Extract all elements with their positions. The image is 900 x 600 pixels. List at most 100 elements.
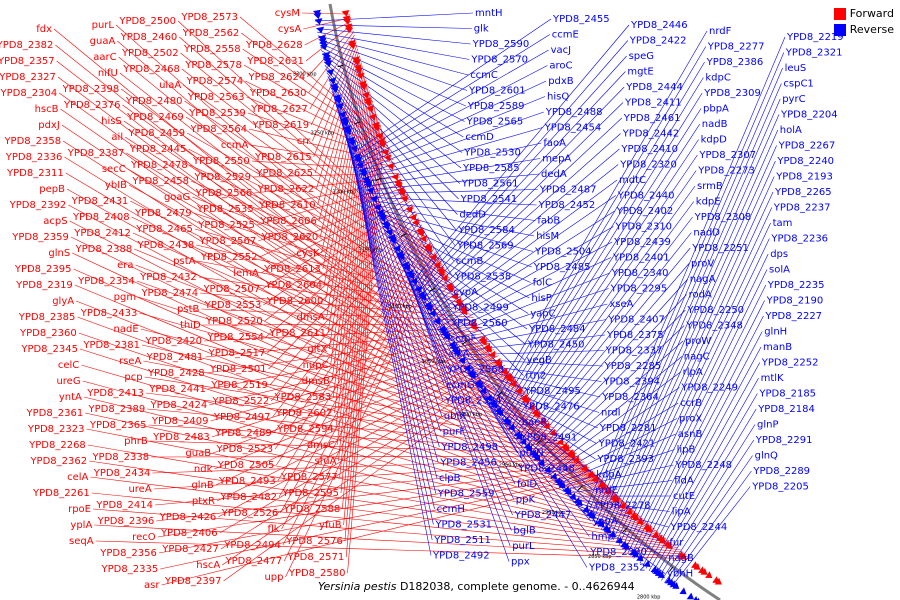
- forward-gene-label: YPD8_2535: [196, 204, 254, 215]
- reverse-gene-label: mgtE: [627, 67, 653, 78]
- reverse-connector: [661, 439, 755, 581]
- reverse-gene-label: folC: [533, 278, 552, 289]
- reverse-connector: [448, 303, 608, 346]
- reverse-gene-label: YPD8_2267: [778, 141, 836, 152]
- reverse-gene-label: solA: [769, 265, 790, 276]
- forward-gene-label: YPD8_2427: [161, 544, 219, 555]
- forward-connector: [79, 348, 658, 532]
- reverse-connector: [377, 215, 531, 283]
- forward-gene-label: YPD8_2619: [251, 120, 309, 131]
- reverse-gene-label: kdpD: [701, 135, 727, 146]
- scale-tick-label: 3200 kbp: [333, 189, 357, 195]
- forward-feature-arrow: [437, 269, 445, 277]
- forward-gene-label: pepB: [39, 184, 65, 195]
- forward-gene-label: YPD8_2482: [219, 492, 277, 503]
- forward-connector: [330, 90, 370, 366]
- forward-gene-label: YPD8_2432: [139, 272, 197, 283]
- reverse-connector: [315, 24, 472, 29]
- forward-gene-label: YPD8_2358: [3, 136, 61, 147]
- reverse-connector: [339, 116, 443, 417]
- reverse-gene-label: proV: [691, 259, 714, 270]
- reverse-connector: [357, 80, 547, 169]
- reverse-connector: [496, 77, 704, 415]
- reverse-gene-label: YPD8_2393: [596, 454, 654, 465]
- forward-gene-label: YPD8_2323: [27, 424, 85, 435]
- scale-tick: [622, 527, 627, 534]
- reverse-connector: [481, 394, 590, 537]
- forward-gene-label: recO: [132, 532, 156, 543]
- reverse-gene-label: pyrC: [782, 94, 805, 105]
- reverse-connector: [627, 269, 768, 554]
- forward-feature-arrow: [693, 563, 701, 570]
- reverse-gene-label: YPD8_2193: [775, 172, 833, 183]
- reverse-feature-arrow: [622, 542, 630, 550]
- forward-connector: [332, 97, 372, 398]
- forward-gene-label: flk: [268, 524, 280, 535]
- scale-tick: [337, 64, 344, 68]
- reverse-connector: [586, 52, 785, 516]
- reverse-connector: [323, 61, 461, 184]
- reverse-feature-arrow: [336, 102, 344, 110]
- reverse-feature-arrow: [316, 26, 325, 34]
- forward-gene-label: YPD8_2630: [249, 88, 307, 99]
- forward-connector: [326, 79, 367, 318]
- reverse-gene-label: YPD8_2444: [625, 82, 683, 93]
- forward-connector: [319, 62, 362, 238]
- reverse-connector: [337, 109, 445, 386]
- forward-gene-label: glnB: [191, 480, 213, 491]
- forward-swatch: [833, 8, 846, 20]
- reverse-connector: [324, 65, 459, 200]
- reverse-feature-arrow: [428, 309, 436, 317]
- forward-connector: [179, 36, 443, 266]
- forward-feature-arrow: [381, 149, 390, 156]
- reverse-connector: [529, 278, 689, 455]
- reverse-gene-label: hmp: [591, 532, 613, 543]
- forward-connector: [263, 200, 411, 306]
- reverse-gene-label: proX: [679, 414, 702, 425]
- forward-connector: [190, 180, 460, 296]
- forward-gene-label: YPD8_2408: [72, 212, 130, 223]
- reverse-gene-label: cutE: [673, 491, 695, 502]
- reverse-gene-label: glnP: [757, 420, 779, 431]
- reverse-gene-label: holA: [780, 125, 802, 136]
- reverse-gene-label: YPD8_2337: [605, 346, 663, 357]
- forward-gene-label: YPD8_2563: [187, 92, 245, 103]
- reverse-connector: [639, 331, 763, 564]
- reverse-gene-label: nrdI: [601, 408, 621, 419]
- reverse-feature-arrow: [504, 418, 511, 426]
- reverse-gene-label: YPD8_2249: [680, 383, 738, 394]
- reverse-gene-label: ubiX: [444, 411, 466, 422]
- reverse-connector: [526, 263, 690, 452]
- reverse-connector: [511, 170, 697, 434]
- reverse-feature-arrow: [419, 293, 427, 301]
- scale-tick-label: 2800 kbp: [637, 595, 661, 600]
- reverse-connector: [501, 108, 702, 421]
- forward-gene-label: YPD8_2576: [285, 536, 343, 547]
- reverse-feature-arrow: [515, 433, 523, 441]
- forward-connector: [115, 24, 515, 378]
- forward-gene-label: YPD8_2483: [152, 432, 210, 443]
- forward-gene-label: hscA: [196, 560, 220, 571]
- forward-gene-label: YPD8_2413: [86, 388, 144, 399]
- reverse-gene-label: nagA: [690, 274, 716, 285]
- forward-gene-label: YPD8_2554: [206, 332, 264, 343]
- forward-gene-label: YPD8_2392: [9, 200, 67, 211]
- forward-gene-label: YPD8_2388: [75, 244, 133, 255]
- reverse-gene-label: YPD8_2352: [588, 563, 646, 574]
- forward-feature-arrow: [417, 229, 425, 237]
- reverse-connector: [403, 268, 513, 516]
- forward-gene-label: YPD8_2502: [121, 48, 179, 59]
- reverse-feature-arrow: [326, 68, 334, 76]
- forward-connector: [61, 124, 619, 497]
- reverse-gene-label: YPD8_2541: [460, 194, 518, 205]
- forward-gene-label: dmsA: [297, 312, 325, 323]
- reverse-feature-arrow: [686, 592, 694, 600]
- scale-tick-label: 3050 kbp: [422, 359, 446, 365]
- forward-feature-arrow: [359, 83, 368, 91]
- reverse-connector: [600, 129, 779, 530]
- forward-gene-label: glnS: [48, 248, 70, 259]
- reverse-connector: [405, 272, 512, 531]
- forward-gene-label: glyA: [52, 296, 74, 307]
- forward-connector: [73, 268, 644, 520]
